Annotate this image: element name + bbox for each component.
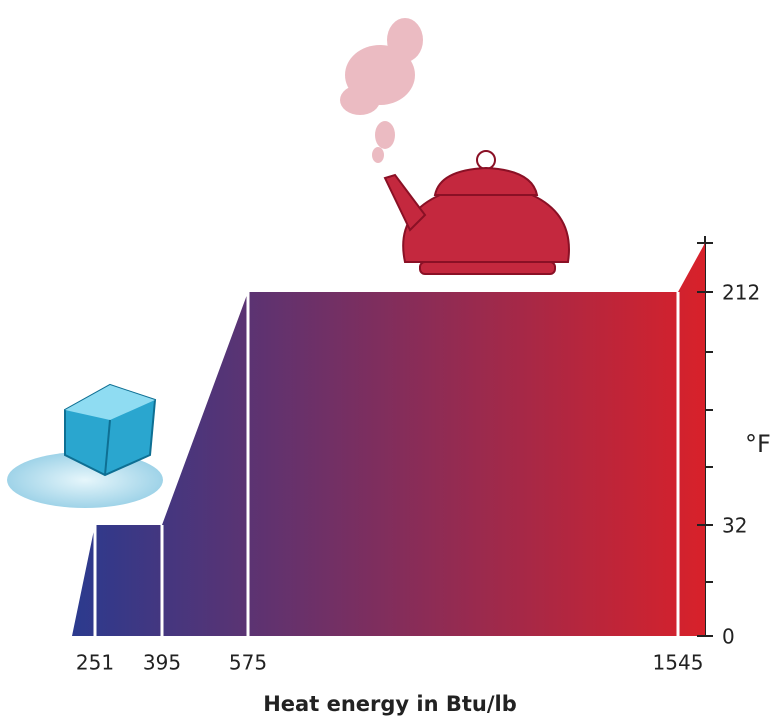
x-axis-label: Heat energy in Btu/lb <box>263 692 517 716</box>
y-tick-label: 0 <box>722 625 735 649</box>
x-tick-label: 395 <box>143 651 181 675</box>
x-tick-label: 1545 <box>653 651 704 675</box>
heating-area <box>72 243 705 636</box>
y-tick-label: 212 <box>722 281 760 305</box>
y-tick-label: 32 <box>722 514 747 538</box>
teapot-icon <box>383 150 570 275</box>
ice-icon <box>7 383 163 508</box>
x-tick-label: 251 <box>76 651 114 675</box>
steam-icon <box>340 18 423 163</box>
y-axis-label: °F <box>745 430 771 458</box>
x-tick-label: 575 <box>229 651 267 675</box>
